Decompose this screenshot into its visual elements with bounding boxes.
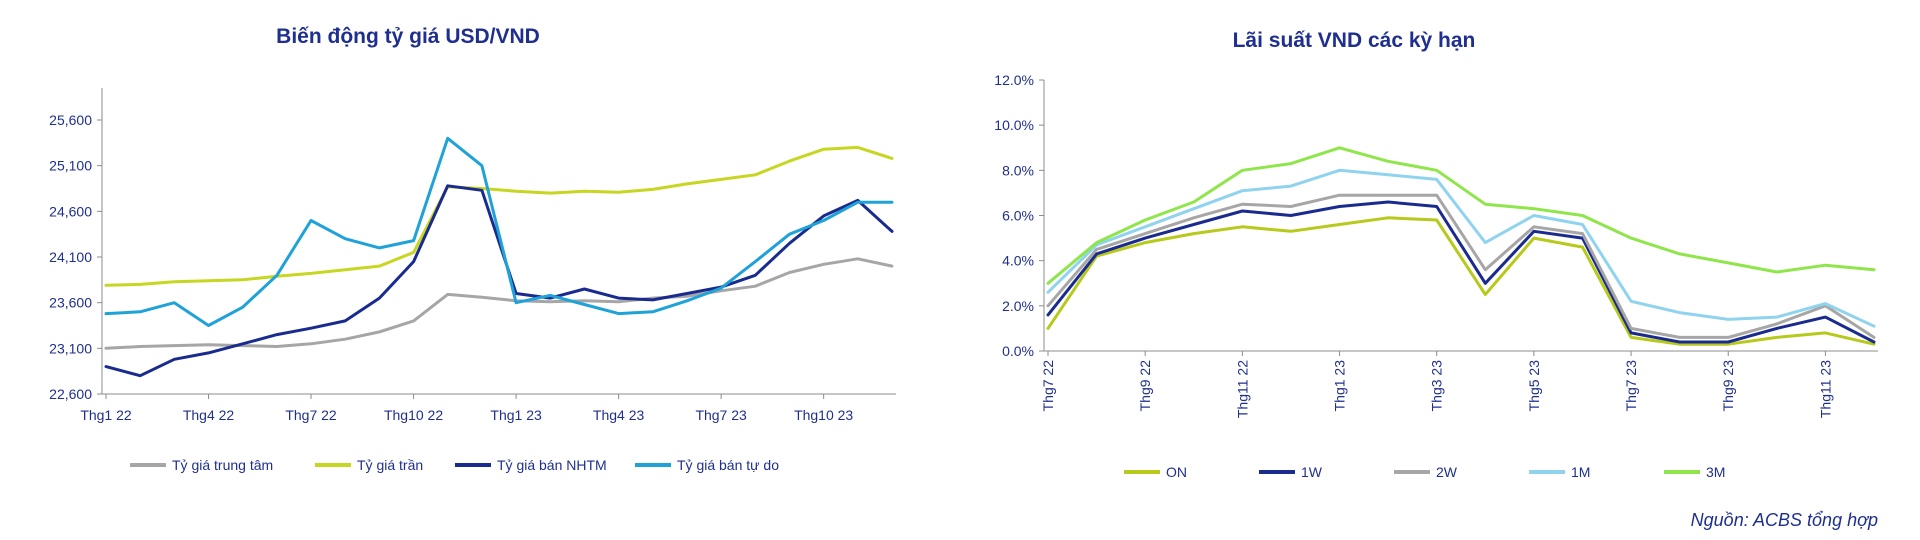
rate-chart-title: Lãi suất VND các kỳ hạn [1233,29,1476,52]
rate-x-tick-label: Thg1 23 [1332,360,1348,412]
rate-y-tick-label: 12.0% [994,72,1034,88]
rate-x-tick-label: Thg9 23 [1720,360,1736,412]
rate-chart: Lãi suất VND các kỳ hạn 0.0% 2.0% 4.0% 6.0%… [994,29,1878,480]
fx-x-tick-label: Thg4 23 [593,407,645,423]
rate-x-tick-label: Thg9 22 [1137,360,1153,412]
rate-legend-label: 3M [1706,464,1725,480]
rate-legend-label: 2W [1436,464,1458,480]
rate-y-tick-label: 0.0% [1002,343,1034,359]
fx-y-tick-label: 23,600 [49,295,92,311]
rate-x-tick-label: Thg7 22 [1040,360,1056,412]
rate-y-tick-label: 10.0% [994,117,1034,133]
rate-x-tick-label: Thg5 23 [1526,360,1542,412]
rate-series-line-3m [1046,146,1876,285]
fx-x-tick-label: Thg10 22 [384,407,443,423]
fx-x-tick-label: Thg10 23 [794,407,853,423]
fx-series-line-tỷ-giá-trần [104,145,894,287]
fx-legend-label: Tỷ giá bán tự do [677,457,779,473]
rate-legend-label: ON [1166,464,1187,480]
fx-legend-label: Tỷ giá trần [357,457,423,473]
source-note: Nguồn: ACBS tổng hợp [1690,510,1878,530]
fx-chart: Biến động tỷ giá USD/VND 22,600 23,100 23,… [49,25,896,473]
rate-series-line-1m [1046,168,1876,328]
fx-y-tick-label: 25,600 [49,112,92,128]
fx-chart-title: Biến động tỷ giá USD/VND [276,25,540,48]
fx-series-line-tỷ-giá-trung-tâm [104,257,894,350]
fx-x-tick-label: Thg7 23 [695,407,747,423]
fx-x-tick-label: Thg1 22 [80,407,132,423]
rate-x-tick-label: Thg11 23 [1817,360,1833,418]
rate-y-tick-label: 6.0% [1002,208,1034,224]
fx-x-tick-label: Thg7 22 [285,407,337,423]
rate-y-tick-label: 4.0% [1002,253,1034,269]
fx-x-tick-label: Thg1 23 [490,407,542,423]
fx-y-tick-label: 24,600 [49,203,92,219]
rate-legend-label: 1M [1571,464,1590,480]
fx-y-tick-label: 25,100 [49,158,92,174]
rate-x-tick-label: Thg11 22 [1234,360,1250,418]
rate-y-tick-label: 8.0% [1002,162,1034,178]
fx-series-line-tỷ-giá-bán-tự-do [104,136,894,327]
rate-series-line-2w [1046,193,1876,339]
fx-legend-label: Tỷ giá trung tâm [172,457,273,473]
fx-legend-label: Tỷ giá bán NHTM [497,457,607,473]
fx-y-tick-label: 23,100 [49,340,92,356]
rate-x-tick-label: Thg7 23 [1623,360,1639,412]
fx-series-line-tỷ-giá-bán-nhtm [104,184,894,378]
rate-legend-label: 1W [1301,464,1323,480]
fx-x-tick-label: Thg4 22 [183,407,235,423]
rate-x-tick-label: Thg3 23 [1429,360,1445,412]
fx-y-tick-label: 22,600 [49,386,92,402]
rate-series-line-1w [1046,200,1876,344]
rate-series-line-on [1046,216,1876,346]
fx-y-tick-label: 24,100 [49,249,92,265]
rate-y-tick-label: 2.0% [1002,298,1034,314]
